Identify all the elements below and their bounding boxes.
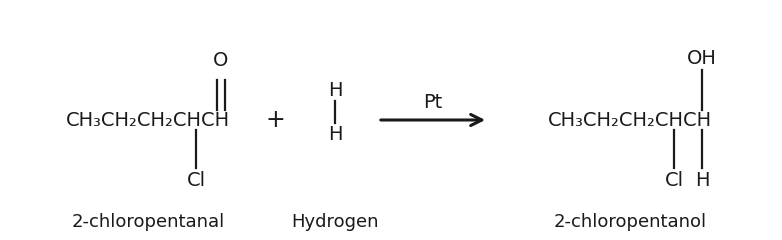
Text: CH₃CH₂CH₂CHCH: CH₃CH₂CH₂CHCH — [548, 110, 712, 130]
Text: +: + — [265, 108, 285, 132]
Text: 2-chloropentanol: 2-chloropentanol — [554, 213, 707, 231]
Text: OH: OH — [687, 49, 717, 68]
Text: Cl: Cl — [186, 172, 206, 191]
Text: H: H — [328, 80, 343, 100]
Text: Hydrogen: Hydrogen — [291, 213, 378, 231]
Text: H: H — [694, 172, 709, 191]
Text: 2-chloropentanal: 2-chloropentanal — [71, 213, 224, 231]
Text: Pt: Pt — [423, 92, 443, 112]
Text: H: H — [328, 125, 343, 144]
Text: Cl: Cl — [665, 172, 683, 191]
Text: CH₃CH₂CH₂CHCH: CH₃CH₂CH₂CHCH — [66, 110, 230, 130]
Text: O: O — [213, 50, 228, 70]
